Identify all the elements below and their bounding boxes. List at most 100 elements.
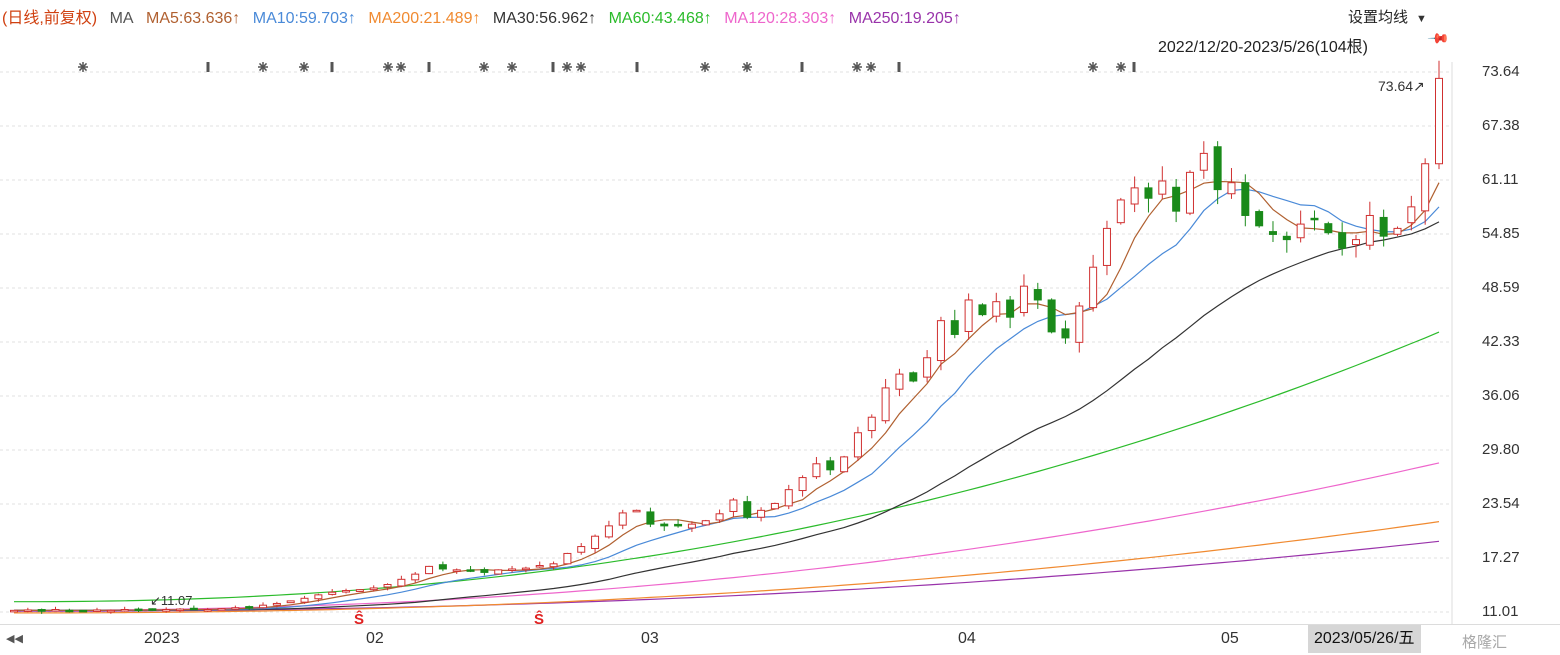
candle-up bbox=[494, 569, 503, 575]
candle-up bbox=[798, 477, 807, 492]
candle-up bbox=[383, 583, 392, 588]
candle-up bbox=[591, 535, 600, 549]
candle-up bbox=[923, 357, 932, 378]
ma30-value: MA30:56.962↑ bbox=[492, 10, 597, 27]
marker-stroke bbox=[479, 62, 489, 72]
event-marker-bar bbox=[800, 62, 804, 72]
price-label: 17.27 bbox=[1482, 549, 1520, 567]
candle-up bbox=[840, 456, 849, 473]
event-marker-bar bbox=[635, 62, 639, 72]
candle-up bbox=[328, 591, 337, 595]
price-label: 11.01 bbox=[1482, 603, 1519, 620]
price-label: 36.06 bbox=[1482, 387, 1520, 405]
candle-down bbox=[1033, 289, 1042, 301]
price-label: 29.80 bbox=[1482, 440, 1520, 458]
candle-up bbox=[770, 502, 779, 510]
marker-stroke bbox=[299, 62, 309, 72]
candle-up bbox=[1435, 77, 1443, 165]
candle-up bbox=[23, 609, 32, 612]
candle-up bbox=[120, 608, 129, 612]
candle-up bbox=[1089, 266, 1098, 309]
candle-up bbox=[259, 604, 268, 609]
candle-down bbox=[65, 609, 74, 613]
candle-up bbox=[881, 387, 890, 422]
marker-stroke bbox=[866, 62, 876, 72]
marker-stroke bbox=[507, 62, 517, 72]
marker-stroke bbox=[742, 62, 752, 72]
candle-down bbox=[438, 564, 447, 570]
double-left-arrow-icon[interactable]: ◀◀ bbox=[6, 633, 23, 645]
event-marker-bar bbox=[897, 62, 901, 72]
ma30-line bbox=[13, 221, 1440, 612]
candle-down bbox=[1255, 211, 1264, 227]
candle-up bbox=[425, 565, 434, 575]
candle-up bbox=[577, 546, 586, 553]
x-label-05: 05 bbox=[1221, 630, 1239, 647]
event-marker-bar bbox=[330, 62, 334, 72]
candle-up bbox=[1199, 152, 1208, 171]
candle-up bbox=[369, 587, 378, 591]
candle-up bbox=[1296, 223, 1305, 239]
event-marker-star bbox=[562, 62, 572, 72]
candle-down bbox=[189, 607, 198, 611]
candle-down bbox=[1310, 217, 1319, 221]
x-label-2023: 2023 bbox=[144, 630, 180, 647]
candle-down bbox=[148, 608, 157, 611]
s-marker: Ŝ bbox=[354, 610, 364, 628]
ma-legend: (日线,前复权) MA MA5:63.636↑ MA10:59.703↑ MA2… bbox=[2, 4, 969, 27]
marker-stroke bbox=[258, 62, 268, 72]
candle-up bbox=[1102, 227, 1111, 266]
marker-stroke bbox=[562, 62, 572, 72]
event-marker-bar bbox=[1132, 62, 1136, 72]
candle-up bbox=[162, 608, 171, 612]
price-label: 61.11 bbox=[1482, 171, 1519, 189]
marker-stroke bbox=[576, 62, 586, 72]
event-marker-star bbox=[700, 62, 710, 72]
ma60-line bbox=[14, 331, 1440, 603]
candle-up bbox=[1227, 182, 1236, 195]
marker-stroke bbox=[396, 62, 406, 72]
price-label: 23.54 bbox=[1482, 494, 1520, 512]
marker-stroke bbox=[78, 62, 88, 72]
time-axis[interactable]: ◀◀ 2023 02 03 04 05 2023/05/26/五 格隆汇 bbox=[0, 624, 1560, 655]
candle-up bbox=[1365, 214, 1374, 246]
candle-up bbox=[729, 499, 738, 512]
ma10-value: MA10:59.703↑ bbox=[252, 10, 356, 27]
watermark-logo: 格隆汇 bbox=[1462, 634, 1508, 651]
price-label: 73.64 bbox=[1482, 63, 1520, 80]
event-marker-star bbox=[383, 62, 393, 72]
candle-up bbox=[1075, 305, 1084, 343]
event-marker-star bbox=[258, 62, 268, 72]
candle-up bbox=[508, 568, 517, 571]
date-range-label: 2022/12/20-2023/5/26(104根) bbox=[1158, 39, 1368, 56]
candle-down bbox=[1213, 146, 1222, 191]
candle-down bbox=[1047, 299, 1056, 333]
ma-settings-label: 设置均线 bbox=[1348, 9, 1409, 26]
price-grid bbox=[0, 71, 1452, 613]
candle-up bbox=[618, 512, 627, 526]
candle-up bbox=[549, 563, 558, 568]
candle-down bbox=[826, 460, 835, 471]
event-markers bbox=[78, 62, 1136, 72]
event-marker-star bbox=[78, 62, 88, 72]
min-price-value: 11.07 bbox=[160, 593, 193, 608]
ma-settings-button[interactable]: 设置均线 ▼ bbox=[1348, 6, 1427, 27]
candle-down bbox=[1006, 299, 1015, 318]
candle-down bbox=[1061, 328, 1070, 339]
candle-up bbox=[286, 600, 295, 604]
candle-down bbox=[37, 609, 46, 612]
ma200-value: MA200:21.489↑ bbox=[368, 10, 481, 27]
candle-up bbox=[355, 589, 364, 592]
event-marker-bar bbox=[551, 62, 555, 72]
candle-up bbox=[231, 607, 240, 610]
x-label-04: 04 bbox=[958, 630, 976, 647]
event-marker-star bbox=[852, 62, 862, 72]
ma5-value: MA5:63.636↑ bbox=[146, 10, 241, 27]
candle-up bbox=[93, 609, 102, 612]
period-label: (日线,前复权) bbox=[2, 10, 98, 27]
candle-up bbox=[397, 578, 406, 587]
candle-down bbox=[743, 501, 752, 518]
candle-up bbox=[342, 590, 351, 593]
marker-stroke bbox=[1088, 62, 1098, 72]
